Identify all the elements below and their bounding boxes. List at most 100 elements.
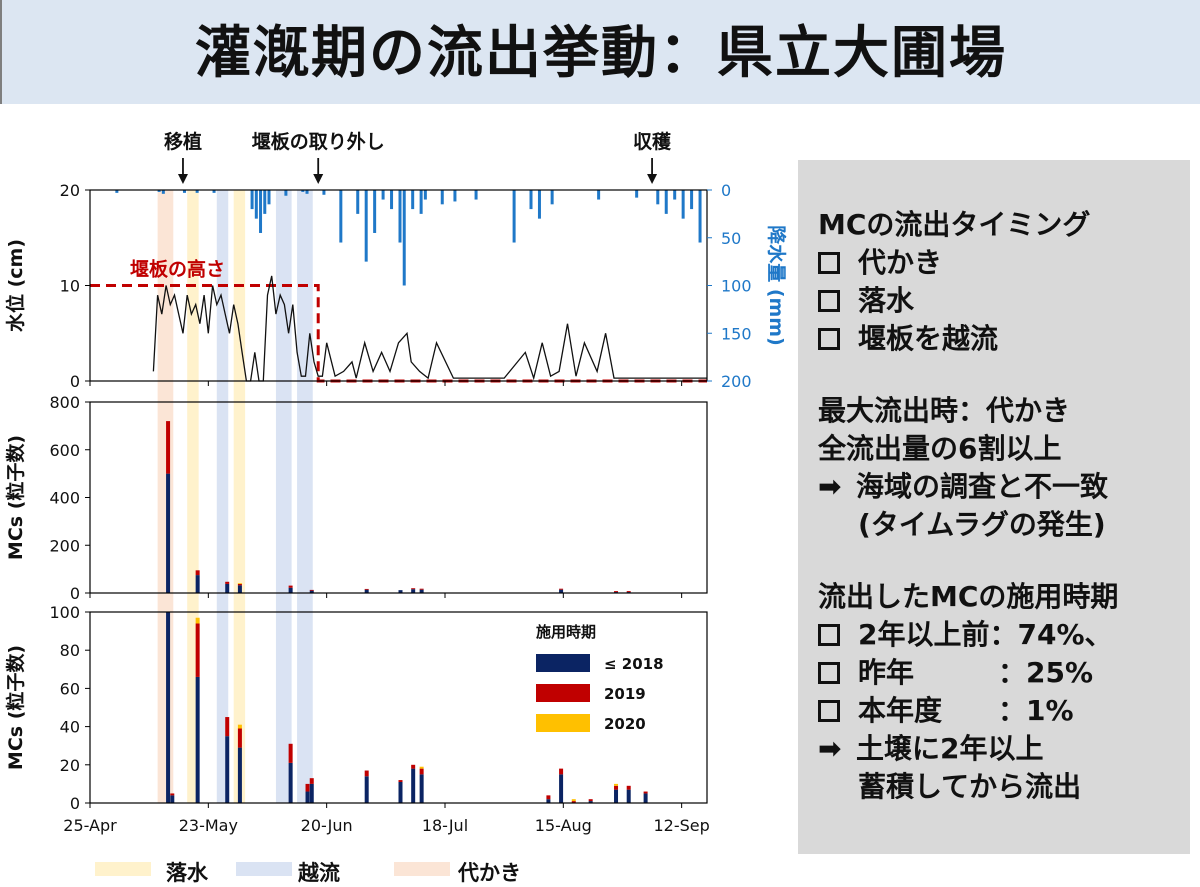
mc-ratio-bar-s2018	[643, 793, 648, 803]
period-band-drain	[233, 190, 246, 803]
mc-ratio-bar-s2019	[398, 780, 403, 782]
rain-y-tick-label: 100	[721, 277, 752, 296]
rain-bar	[550, 190, 554, 205]
rain-bar	[402, 190, 406, 286]
legend-band-label: 代かき	[457, 861, 521, 885]
mc-count-bar-s2018	[309, 590, 314, 593]
mc-ratio-y-tick-label: 40	[60, 718, 80, 737]
mc-ratio-y-tick-label: 80	[60, 641, 80, 660]
rain-bar	[690, 190, 694, 210]
mc-ratio-bar-s2019	[546, 795, 551, 800]
mc-count-bar-s2018	[398, 590, 403, 593]
rain-bar	[373, 190, 377, 233]
x-tick-label: 12-Sep	[653, 816, 709, 835]
mc-ratio-y-tick-label: 60	[60, 679, 80, 698]
x-axis: 25-Apr 23-May 20-Jun 18-Jul 15-Aug 12-Sep	[63, 381, 710, 835]
x-tick-label: 20-Jun	[301, 816, 353, 835]
mc-ratio-panel: 0 20 40 60 80 100 MCs (粒子数) 施用時期 ≤ 2018 2019 2020	[4, 603, 708, 813]
mc-count-bar-s2019	[559, 588, 564, 590]
timelag-line: (タイムラグの発生)	[858, 508, 1106, 541]
mc-count-y-axis-label: MCs (粒子数)	[4, 435, 27, 560]
rain-bar	[254, 190, 258, 219]
mc-ratio-bar-s2019	[364, 770, 369, 777]
mc-count-bar-s2018	[411, 589, 416, 593]
mc-count-bar-s2019	[166, 421, 171, 474]
x-tick-label: 25-Apr	[63, 816, 117, 835]
timing-item: 代かき	[818, 244, 1190, 282]
mc-count-bar-s2019	[309, 589, 314, 591]
mc-ratio-bar-s2018	[170, 795, 175, 803]
rain-bar	[161, 190, 165, 194]
mc-count-bar-s2019	[288, 585, 293, 588]
checkbox-icon	[818, 700, 840, 722]
legend-title: 施用時期	[536, 623, 596, 641]
water-y-axis-label: 水位 (cm)	[4, 239, 27, 332]
rain-bar	[423, 190, 427, 200]
checkbox-icon	[818, 624, 840, 646]
rain-bar	[356, 190, 360, 214]
mc-ratio-bar-s2019	[305, 783, 310, 792]
legend-swatch	[536, 684, 590, 702]
rain-bar	[673, 190, 677, 200]
right-arrow-icon: ➡	[818, 732, 842, 765]
mc-ratio-bar-s2020	[237, 724, 242, 729]
mc-ratio-bar-s2018	[305, 791, 310, 803]
mc-ratio-bar-s2019	[170, 793, 175, 796]
period-item: 本年度 ：1%	[818, 692, 1190, 730]
rain-bar	[512, 190, 516, 243]
chart-area: 堰板の高さ01020 050100150200水位 (cm) 降水量 (mm)移植堰…	[4, 130, 788, 885]
rain-y-axis-label: 降水量 (mm)	[765, 225, 788, 346]
mc-ratio-bar-s2018	[237, 747, 242, 803]
mc-ratio-frame	[89, 611, 708, 804]
rain-bar	[411, 190, 415, 210]
mc-ratio-bar-s2019	[288, 743, 293, 763]
mc-ratio-y-tick-label: 20	[60, 756, 80, 775]
mc-count-bar-s2018	[559, 589, 564, 593]
water-y-tick-label: 0	[70, 372, 80, 391]
conclusion-line: ➡ 土壌に2年以上	[818, 730, 1190, 768]
mc-count-y-tick-label: 800	[49, 393, 80, 412]
rain-bar	[259, 190, 263, 233]
period-band-overflow	[275, 190, 292, 803]
mc-count-bar-s2018	[364, 589, 369, 593]
rain-y-tick-label: 50	[721, 229, 741, 248]
mc-ratio-bar-s2018	[309, 783, 314, 803]
x-tick-label: 18-Jul	[422, 816, 468, 835]
rain-bar	[364, 190, 368, 262]
period-band-overflow	[297, 190, 313, 803]
mc-count-bar-s2019	[626, 591, 631, 593]
rain-bar	[284, 190, 288, 196]
mc-count-y-tick-label: 200	[49, 536, 80, 555]
rain-bar	[656, 190, 660, 205]
mc-ratio-bar-s2018	[419, 774, 424, 803]
legend-label: ≤ 2018	[604, 655, 664, 673]
mc-ratio-bar-s2019	[571, 801, 576, 803]
mc-ratio-bar-s2018	[195, 676, 200, 803]
down-arrow-icon	[647, 174, 658, 184]
rain-y-tick-label: 0	[721, 181, 731, 200]
event-label: 堰板の取り外し	[252, 130, 385, 153]
mc-ratio-bar-s2018	[626, 789, 631, 803]
rain-bar	[381, 190, 385, 200]
rain-bar	[453, 190, 457, 202]
conclusion-line-2: 蓄積してから流出	[858, 770, 1082, 803]
mc-ratio-bar-s2019	[419, 768, 424, 775]
mc-ratio-bar-s2018	[364, 776, 369, 803]
mc-ratio-y-tick-label: 100	[49, 603, 80, 622]
mc-ratio-bar-s2018	[166, 612, 171, 803]
checkbox-icon	[818, 328, 840, 350]
rain-y-tick-label: 150	[721, 324, 752, 343]
legend-band-label: 落水	[166, 861, 209, 885]
legend-band-overflow	[236, 862, 292, 876]
mc-count-panel: 0 200 400 600 800 MCs (粒子数)	[4, 393, 708, 603]
rain-bar	[681, 190, 685, 219]
period-band-puddle	[157, 190, 174, 803]
max-outflow-share: 全流出量の6割以上	[818, 432, 1062, 465]
event-label: 収穫	[633, 130, 672, 153]
weir-label: 堰板の高さ	[130, 258, 225, 281]
period-band-overflow	[216, 190, 229, 803]
period-band-drain	[187, 190, 199, 803]
mc-count-bar-s2018	[237, 585, 242, 593]
event-label: 移植	[164, 130, 202, 153]
mc-count-bar-s2019	[195, 570, 200, 576]
